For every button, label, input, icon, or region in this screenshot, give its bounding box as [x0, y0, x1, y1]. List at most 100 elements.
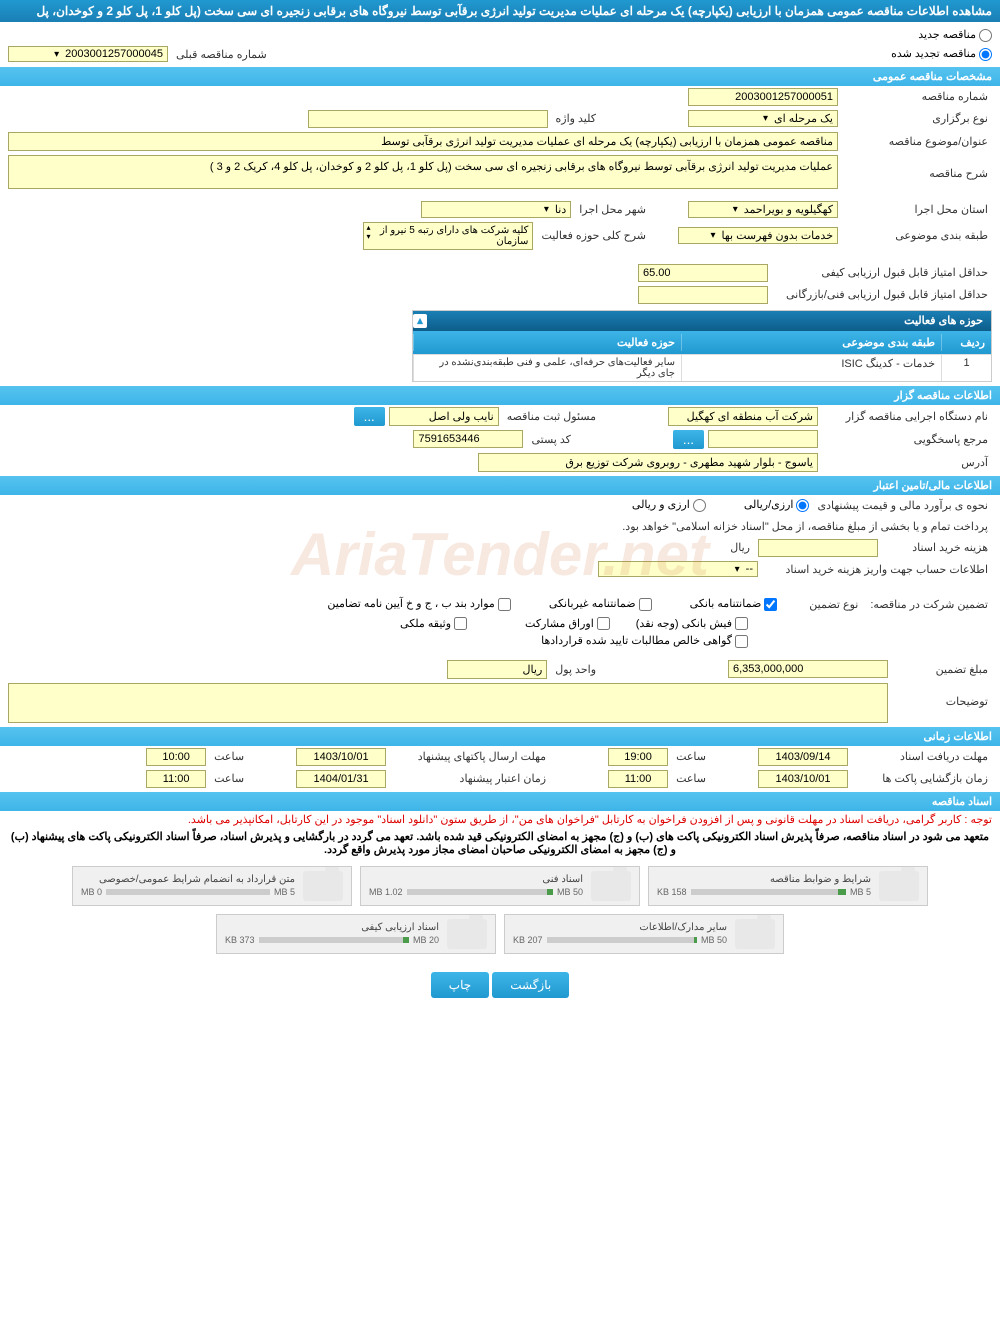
file-size: 158 KB — [657, 887, 687, 897]
folder-icon — [879, 871, 919, 901]
estimate-label: نحوه ی برآورد مالی و قیمت پیشنهادی — [813, 497, 992, 514]
file-card[interactable]: سایر مدارک/اطلاعات 50 MB 207 KB — [504, 914, 784, 954]
docs-note-2: متعهد می شود در اسناد مناقصه، صرفاً پذیر… — [0, 828, 1000, 858]
keyword-field[interactable] — [308, 110, 548, 128]
section-docs: اسناد مناقصه — [0, 792, 1000, 811]
province-label: استان محل اجرا — [842, 201, 992, 218]
g-property-check[interactable]: وثیقه ملکی — [400, 617, 467, 631]
amount-field[interactable]: 6,353,000,000 — [728, 660, 888, 678]
time-label-4: ساعت — [210, 770, 248, 787]
folder-icon — [591, 871, 631, 901]
org-field: شرکت آب منطقه ای کهگیل — [668, 407, 818, 426]
folder-icon — [735, 919, 775, 949]
reg-field: نایب ولی اصل — [389, 407, 499, 426]
account-label: اطلاعات حساب جهت واریز هزینه خرید اسناد — [762, 561, 992, 578]
file-title: سایر مدارک/اطلاعات — [513, 922, 727, 933]
activity-table-title: حوزه های فعالیت ▴ — [413, 311, 991, 331]
type-select[interactable]: یک مرحله ای — [688, 110, 838, 127]
city-label: شهر محل اجرا — [575, 201, 650, 218]
folder-icon — [303, 871, 343, 901]
open-time[interactable]: 11:00 — [608, 770, 668, 788]
tender-renewed-radio[interactable]: مناقصه تجدید شده — [891, 47, 992, 61]
guarantee-type-label: نوع تضمین — [805, 596, 862, 613]
tender-no-field: 2003001257000051 — [688, 88, 838, 106]
open-label: زمان بازگشایی پاکت ها — [852, 770, 992, 787]
file-max: 5 MB — [850, 887, 871, 897]
table-row: 1 خدمات - کدینگ ISIC سایر فعالیت‌های حرف… — [413, 354, 991, 381]
g-bank-check[interactable]: ضمانتنامه بانکی — [690, 597, 778, 611]
file-card[interactable]: شرایط و ضوابط مناقصه 5 MB 158 KB — [648, 866, 928, 906]
tender-no-label: شماره مناقصه — [842, 88, 992, 105]
reg-label: مسئول ثبت مناقصه — [503, 408, 600, 425]
receive-label: مهلت دریافت اسناد — [852, 748, 992, 765]
file-max: 50 MB — [701, 935, 727, 945]
notes-field[interactable] — [8, 683, 888, 723]
type-label: نوع برگزاری — [842, 110, 992, 127]
amount-label: مبلغ تضمین — [892, 661, 992, 678]
g-claims-check[interactable]: گواهی خالص مطالبات تایید شده قراردادها — [541, 634, 748, 648]
section-general: مشخصات مناقصه عمومی — [0, 67, 1000, 86]
opt-currency-radio[interactable]: ارزی و ریالی — [632, 498, 706, 512]
scope-select[interactable]: کلیه شرکت های دارای رتبه 5 نیرو از سازما… — [363, 222, 533, 250]
g-nonbank-check[interactable]: ضمانتنامه غیربانکی — [549, 597, 652, 611]
file-card[interactable]: اسناد فنی 50 MB 1.02 MB — [360, 866, 640, 906]
send-time[interactable]: 10:00 — [146, 748, 206, 766]
province-select[interactable]: کهگیلویه و بویراحمد — [688, 201, 838, 218]
collapse-icon[interactable]: ▴ — [413, 314, 427, 328]
prev-number-label: شماره مناقصه قبلی — [172, 46, 271, 63]
min-qual-field[interactable]: 65.00 — [638, 264, 768, 282]
doc-cost-unit: ریال — [726, 539, 754, 556]
print-button[interactable]: چاپ — [431, 972, 489, 998]
docs-note-1: توجه : کاربر گرامی، دریافت اسناد در مهلت… — [0, 811, 1000, 828]
file-card[interactable]: متن قرارداد به انضمام شرایط عمومی/خصوصی … — [72, 866, 352, 906]
desc-label: شرح مناقصه — [842, 155, 992, 182]
subject-label: عنوان/موضوع مناقصه — [842, 133, 992, 150]
address-field[interactable]: یاسوج - بلوار شهید مطهری - روبروی شرکت ت… — [478, 453, 818, 472]
contact-field[interactable] — [708, 430, 818, 448]
tender-new-radio[interactable]: مناقصه جدید — [918, 28, 992, 42]
postal-field[interactable]: 7591653446 — [413, 430, 523, 448]
postal-label: کد پستی — [527, 431, 574, 448]
category-label: طبقه بندی موضوعی — [842, 227, 992, 244]
valid-time[interactable]: 11:00 — [146, 770, 206, 788]
contact-lookup-button[interactable]: ... — [673, 430, 704, 449]
g-shares-check[interactable]: اوراق مشارکت — [525, 617, 610, 631]
file-size: 1.02 MB — [369, 887, 403, 897]
time-label-3: ساعت — [672, 770, 710, 787]
section-organizer: اطلاعات مناقصه گزار — [0, 386, 1000, 405]
category-select[interactable]: خدمات بدون فهرست بها — [678, 227, 838, 244]
scope-label: شرح کلی حوزه فعالیت — [537, 227, 650, 244]
file-max: 5 MB — [274, 887, 295, 897]
valid-label: زمان اعتبار پیشنهاد — [390, 770, 550, 787]
send-label: مهلت ارسال پاکتهای پیشنهاد — [390, 748, 550, 765]
unit-field: ریال — [447, 660, 547, 679]
file-title: شرایط و ضوابط مناقصه — [657, 874, 871, 885]
desc-field[interactable]: عملیات مدیریت تولید انرژی برقآبی توسط نی… — [8, 155, 838, 189]
notes-label: توضیحات — [892, 683, 992, 710]
opt-rial-radio[interactable]: ارزی/ریالی — [744, 498, 810, 512]
reg-lookup-button[interactable]: ... — [354, 407, 385, 426]
g-items-check[interactable]: موارد بند ب ، ج و خ آیین نامه تضامین — [327, 597, 510, 611]
doc-cost-label: هزینه خرید اسناد — [882, 539, 992, 556]
receive-date[interactable]: 1403/09/14 — [758, 748, 848, 766]
time-label-2: ساعت — [210, 748, 248, 765]
account-select[interactable]: -- — [598, 561, 758, 577]
send-date[interactable]: 1403/10/01 — [296, 748, 386, 766]
time-label-1: ساعت — [672, 748, 710, 765]
valid-date[interactable]: 1404/01/31 — [296, 770, 386, 788]
city-select[interactable]: دنا — [421, 201, 571, 218]
prev-number-select[interactable]: 2003001257000045 — [8, 46, 168, 62]
doc-cost-field[interactable] — [758, 539, 878, 557]
file-title: اسناد ارزیابی کیفی — [225, 922, 439, 933]
back-button[interactable]: بازگشت — [492, 972, 569, 998]
open-date[interactable]: 1403/10/01 — [758, 770, 848, 788]
subject-field[interactable]: مناقصه عمومی همزمان با ارزیابی (یکپارچه)… — [8, 132, 838, 151]
contact-label: مرجع پاسخگویی — [822, 431, 992, 448]
receive-time[interactable]: 19:00 — [608, 748, 668, 766]
section-timing: اطلاعات زمانی — [0, 727, 1000, 746]
file-card[interactable]: اسناد ارزیابی کیفی 20 MB 373 KB — [216, 914, 496, 954]
g-cash-check[interactable]: فیش بانکی (وجه نقد) — [636, 617, 748, 631]
address-label: آدرس — [822, 454, 992, 471]
min-tech-field[interactable] — [638, 286, 768, 304]
file-max: 50 MB — [557, 887, 583, 897]
